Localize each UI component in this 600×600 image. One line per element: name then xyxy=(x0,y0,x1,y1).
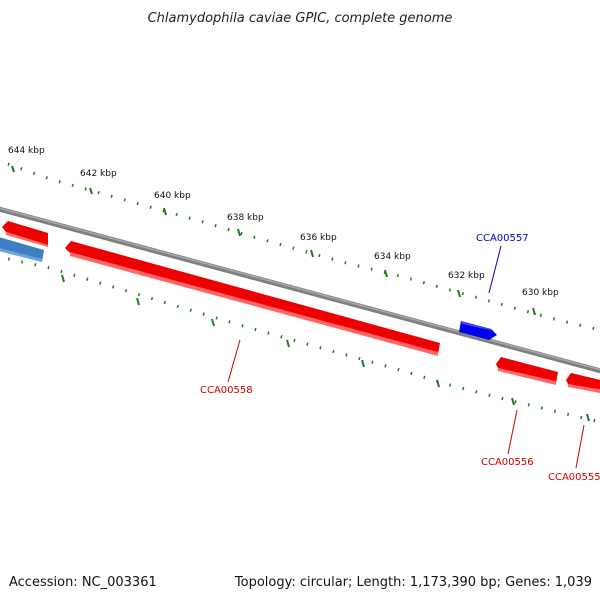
genome-summary-text: Topology: circular; Length: 1,173,390 bp… xyxy=(234,575,592,590)
kbp-labels: 644 kbp 642 kbp 640 kbp 638 kbp 636 kbp … xyxy=(8,146,559,298)
map-title: Chlamydophila caviae GPIC, complete geno… xyxy=(148,11,453,26)
gene-shadow xyxy=(0,248,42,262)
leader-line-cca00555 xyxy=(575,424,585,469)
inner-dots xyxy=(0,255,600,424)
major-tick xyxy=(211,318,215,327)
major-tick xyxy=(11,165,15,173)
kbp-label: 644 kbp xyxy=(8,146,45,156)
kbp-label: 638 kbp xyxy=(227,213,264,223)
major-tick xyxy=(436,379,440,388)
reverse-strand-genes xyxy=(0,221,600,394)
backbone-highlight xyxy=(0,207,600,371)
kbp-label: 632 kbp xyxy=(448,271,485,281)
major-tick xyxy=(237,228,241,237)
leader-line-cca00558 xyxy=(227,339,241,383)
gene-label-cca00558[interactable]: CCA00558 xyxy=(200,385,253,396)
gene-cca00557[interactable] xyxy=(459,321,497,340)
kbp-label: 634 kbp xyxy=(374,252,411,262)
outer-tick-ruler xyxy=(0,159,600,332)
gene-shadow xyxy=(70,252,438,356)
major-tick xyxy=(532,307,536,316)
inner-tick-ruler xyxy=(0,255,600,424)
gene-left-fragment[interactable] xyxy=(2,221,48,245)
gene-cca00558[interactable] xyxy=(65,241,440,354)
gene-shadow xyxy=(568,384,600,394)
gene-cca00555[interactable] xyxy=(566,373,600,392)
kbp-label: 630 kbp xyxy=(522,288,559,298)
gene-label-cca00556[interactable]: CCA00556 xyxy=(481,457,534,468)
leader-line-cca00557 xyxy=(488,245,502,294)
gene-highlight xyxy=(461,321,494,331)
major-tick xyxy=(61,274,65,283)
gene-shadow xyxy=(6,232,48,247)
major-tick xyxy=(361,359,365,368)
gene-label-cca00555[interactable]: CCA00555 xyxy=(548,472,600,483)
major-tick xyxy=(511,397,515,406)
major-tick xyxy=(586,413,590,422)
kbp-label: 640 kbp xyxy=(154,191,191,201)
kbp-label: 636 kbp xyxy=(300,233,337,243)
gene-cca00556[interactable] xyxy=(496,357,558,383)
gene-label-cca00557[interactable]: CCA00557 xyxy=(476,233,529,244)
major-tick xyxy=(286,339,290,348)
leader-line-cca00556 xyxy=(507,409,518,455)
major-tick xyxy=(384,269,388,278)
genome-backbone xyxy=(0,206,600,374)
gene-shadow xyxy=(498,368,556,385)
accession-text: Accession: NC_003361 xyxy=(9,575,157,590)
major-tick xyxy=(89,187,93,195)
kbp-label: 642 kbp xyxy=(80,169,117,179)
gene-left-blue[interactable] xyxy=(0,236,44,262)
major-tick xyxy=(457,289,461,298)
major-tick xyxy=(310,249,314,258)
major-tick xyxy=(136,297,140,306)
major-tick xyxy=(163,207,167,216)
